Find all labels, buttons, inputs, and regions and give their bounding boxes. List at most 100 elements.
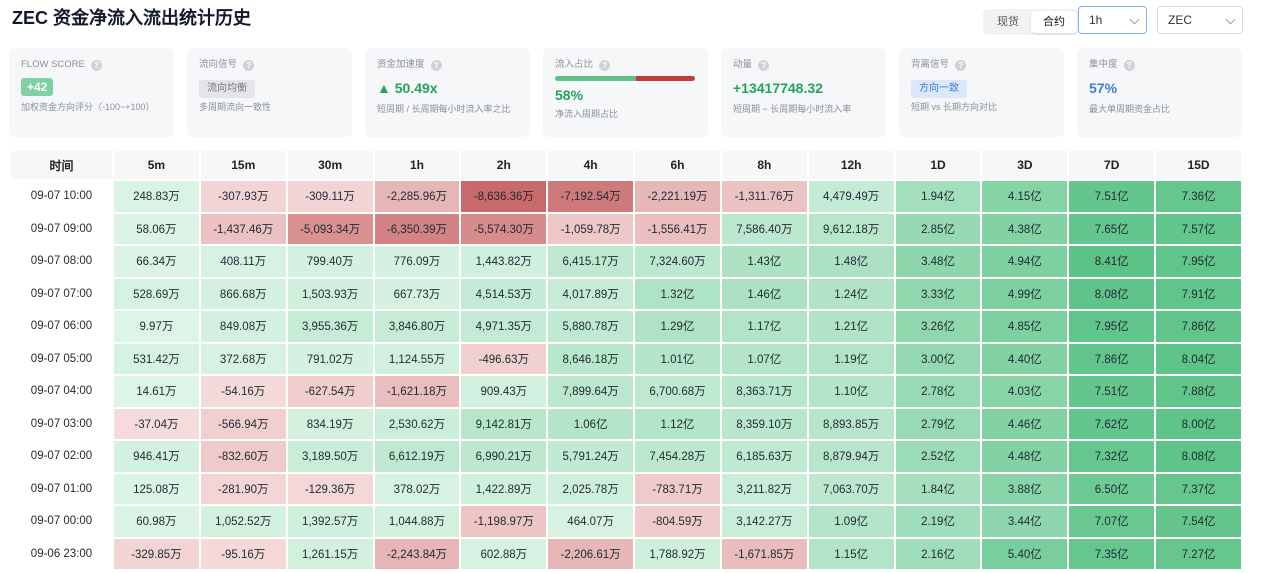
card-description: 净流入周期占比 <box>555 109 619 119</box>
flow-cell: 1.24亿 <box>808 278 894 309</box>
flow-cell: 8.04亿 <box>1156 343 1241 374</box>
flow-cell: 7.37亿 <box>1156 473 1241 504</box>
help-icon[interactable]: ? <box>90 59 102 71</box>
flow-cell: 9,142.81万 <box>461 408 547 439</box>
flow-cell: 1.17亿 <box>721 311 807 342</box>
flow-cell: 1,422.89万 <box>461 473 547 504</box>
flow-cell: 3.88亿 <box>982 473 1068 504</box>
time-cell: 09-06 23:00 <box>11 538 112 569</box>
flow-cell: 2.78亿 <box>895 376 981 407</box>
market-option-spot[interactable]: 现货 <box>997 16 1019 28</box>
column-header: 15D <box>1156 151 1241 179</box>
flow-cell: -37.04万 <box>114 408 199 439</box>
flow-cell: -6,350.39万 <box>374 213 460 244</box>
flow-cell: 3,211.82万 <box>721 473 807 504</box>
table-row: 09-07 07:00 528.69万 866.68万 1,503.93万 667.73… <box>11 278 1241 309</box>
flow-cell: 2.16亿 <box>895 538 981 569</box>
flow-cell: 4.40亿 <box>982 343 1068 374</box>
card-flow-signal: 流向信号? 流向均衡 多周期流向一致性 <box>187 48 352 137</box>
divergence-badge: 方向一致 <box>911 80 967 98</box>
card-acceleration: 资金加速度? ▲ 50.49x 短周期 / 长周期每小时流入率之比 <box>365 48 530 137</box>
market-option-futures[interactable]: 合约 <box>1031 11 1077 33</box>
column-header: 15m <box>200 151 286 179</box>
flow-cell: 7,063.70万 <box>808 473 894 504</box>
help-icon[interactable]: ? <box>599 59 611 71</box>
flow-cell: -1,059.78万 <box>548 213 634 244</box>
flow-cell: 1.43亿 <box>721 246 807 277</box>
flow-cell: 4.99亿 <box>982 278 1068 309</box>
card-flow-score: FLOW SCORE? +42 加权资金方向评分（-100~+100） <box>9 48 174 137</box>
flow-cell: 7.35亿 <box>1069 538 1155 569</box>
flow-cell: 6.50亿 <box>1069 473 1155 504</box>
symbol-select[interactable]: ZEC <box>1157 6 1243 34</box>
flow-cell: 3,846.80万 <box>374 311 460 342</box>
flow-cell: 5,880.78万 <box>548 311 634 342</box>
help-icon[interactable]: ? <box>758 59 770 71</box>
inflow-ratio-value: 58% <box>555 87 584 103</box>
momentum-value: +13417748.32 <box>733 80 823 96</box>
flow-cell: 1.06亿 <box>548 408 634 439</box>
flow-cell: 4,479.49万 <box>808 181 894 212</box>
column-header: 12h <box>808 151 894 179</box>
card-description: 短期 vs 长期方向对比 <box>911 102 998 112</box>
flow-cell: 791.02万 <box>287 343 373 374</box>
flow-cell: 5.40亿 <box>982 538 1068 569</box>
table-header-row: 时间 5m 15m 30m 1h 2h 4h 6h 8h 12h 1D 3D 7D 15D <box>11 151 1241 179</box>
time-cell: 09-07 02:00 <box>11 441 112 472</box>
help-icon[interactable]: ? <box>430 59 442 71</box>
table-row: 09-07 09:00 58.06万 -1,437.46万 -5,093.34万 -6,… <box>11 213 1241 244</box>
card-description: 多周期流向一致性 <box>199 102 272 112</box>
flow-cell: 2.52亿 <box>895 441 981 472</box>
card-label: 集中度 <box>1089 59 1118 70</box>
flow-cell: 2.85亿 <box>895 213 981 244</box>
flow-cell: 6,415.17万 <box>548 246 634 277</box>
flow-cell: 909.43万 <box>461 376 547 407</box>
column-header: 30m <box>287 151 373 179</box>
flow-cell: 8,646.18万 <box>548 343 634 374</box>
flow-cell: 9.97万 <box>114 311 199 342</box>
card-label: 流向信号 <box>199 59 238 70</box>
flow-cell: 378.02万 <box>374 473 460 504</box>
flow-cell: 14.61万 <box>114 376 199 407</box>
table-row: 09-07 00:00 60.98万 1,052.52万 1,392.57万 1,044… <box>11 506 1241 537</box>
flow-cell: 1.19亿 <box>808 343 894 374</box>
flow-cell: -5,093.34万 <box>287 213 373 244</box>
flow-cell: 7.95亿 <box>1156 246 1241 277</box>
flow-cell: 1,044.88万 <box>374 506 460 537</box>
card-label: 流入占比 <box>555 59 594 70</box>
help-icon[interactable]: ? <box>1123 59 1135 71</box>
flow-cell: 464.07万 <box>548 506 634 537</box>
flow-cell: 4.15亿 <box>982 181 1068 212</box>
symbol-value: ZEC <box>1168 13 1192 27</box>
card-description: 最大单周期资金占比 <box>1089 104 1171 114</box>
flow-cell: -496.63万 <box>461 343 547 374</box>
flow-cell: 3.44亿 <box>982 506 1068 537</box>
column-header: 5m <box>114 151 199 179</box>
chevron-down-icon <box>1129 14 1140 25</box>
help-icon[interactable]: ? <box>955 59 967 71</box>
column-header: 4h <box>548 151 634 179</box>
flow-cell: 1.07亿 <box>721 343 807 374</box>
flow-cell: 1.84亿 <box>895 473 981 504</box>
market-toggle: 现货 合约 <box>983 9 1079 35</box>
help-icon[interactable]: ? <box>243 59 255 71</box>
flow-cell: 8.00亿 <box>1156 408 1241 439</box>
time-cell: 09-07 06:00 <box>11 311 112 342</box>
flow-cell: 248.83万 <box>114 181 199 212</box>
card-momentum: 动量? +13417748.32 短周期 − 长周期每小时流入率 <box>721 48 886 137</box>
flow-cell: 8.41亿 <box>1069 246 1155 277</box>
table-row: 09-06 23:00 -329.85万 -95.16万 1,261.15万 -2,24… <box>11 538 1241 569</box>
flow-cell: 528.69万 <box>114 278 199 309</box>
flow-cell: -54.16万 <box>200 376 286 407</box>
card-description: 短周期 / 长周期每小时流入率之比 <box>377 104 511 114</box>
table-row: 09-07 02:00 946.41万 -832.60万 3,189.50万 6,612… <box>11 441 1241 472</box>
flow-cell: 866.68万 <box>200 278 286 309</box>
flow-cell: -832.60万 <box>200 441 286 472</box>
table-row: 09-07 08:00 66.34万 408.11万 799.40万 776.09万 1,… <box>11 246 1241 277</box>
table-row: 09-07 01:00 125.08万 -281.90万 -129.36万 378.02… <box>11 473 1241 504</box>
flow-cell: 3,189.50万 <box>287 441 373 472</box>
flow-cell: 7.62亿 <box>1069 408 1155 439</box>
flow-cell: 1.29亿 <box>635 311 720 342</box>
interval-select[interactable]: 1h <box>1078 6 1147 34</box>
flow-cell: -5,574.30万 <box>461 213 547 244</box>
